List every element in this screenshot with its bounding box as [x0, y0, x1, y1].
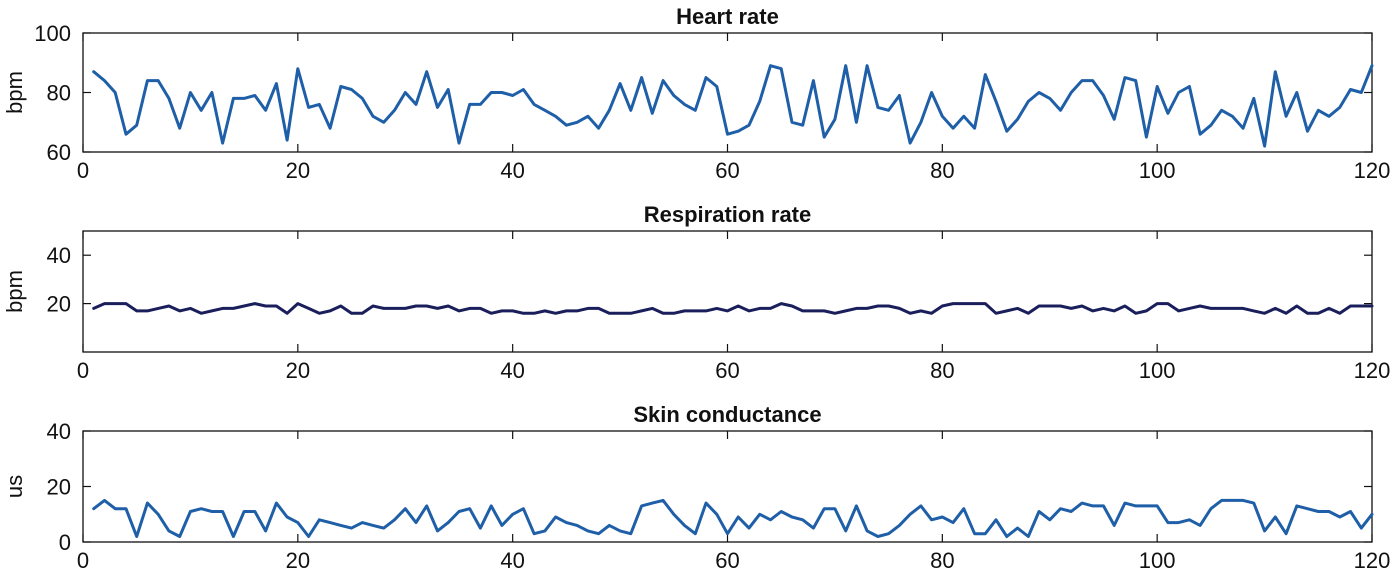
skin-conductance-x-tick-label: 100 [1139, 548, 1176, 573]
skin-conductance-x-tick-label: 120 [1354, 548, 1391, 573]
skin-conductance-y-tick-label: 20 [47, 475, 71, 500]
skin-conductance-y-axis-label: us [2, 475, 27, 498]
skin-conductance-x-tick-label: 20 [286, 548, 310, 573]
respiration-rate-y-tick-label: 20 [47, 292, 71, 317]
respiration-rate-x-tick-label: 20 [286, 358, 310, 383]
heart-rate-x-tick-label: 100 [1139, 158, 1176, 183]
skin-conductance-x-tick-label: 0 [77, 548, 89, 573]
heart-rate-y-tick-label: 80 [47, 81, 71, 106]
respiration-rate-y-axis-label: bpm [2, 270, 27, 313]
respiration-rate-x-tick-label: 60 [715, 358, 739, 383]
respiration-rate-y-tick-label: 40 [47, 243, 71, 268]
heart-rate-series-line [92, 64, 1374, 148]
respiration-rate-axes-box [82, 230, 1373, 353]
heart-rate-x-tick-label: 80 [930, 158, 954, 183]
heart-rate-title: Heart rate [676, 4, 779, 29]
heart-rate-x-tick-label: 0 [77, 158, 89, 183]
skin-conductance-title: Skin conductance [633, 402, 821, 427]
heart-rate-x-tick-label: 40 [500, 158, 524, 183]
respiration-rate-x-tick-label: 80 [930, 358, 954, 383]
heart-rate-x-tick-label: 120 [1354, 158, 1391, 183]
respiration-rate-title: Respiration rate [644, 202, 812, 227]
skin-conductance-x-tick-label: 80 [930, 548, 954, 573]
respiration-rate-panel: Respiration rate bpm 0 20 40 60 80 100 120 20 40 [2, 202, 1390, 383]
heart-rate-x-tick-label: 60 [715, 158, 739, 183]
respiration-rate-x-tick-label: 100 [1139, 358, 1176, 383]
skin-conductance-axes-box [82, 430, 1373, 543]
respiration-rate-x-tick-label: 40 [500, 358, 524, 383]
heart-rate-y-tick-label: 100 [34, 21, 71, 46]
skin-conductance-y-tick-label: 40 [47, 419, 71, 444]
skin-conductance-y-tick-label: 0 [59, 530, 71, 555]
skin-conductance-series-line [92, 498, 1374, 538]
respiration-rate-x-tick-label: 0 [77, 358, 89, 383]
heart-rate-y-tick-label: 60 [47, 140, 71, 165]
respiration-rate-x-tick-label: 120 [1354, 358, 1391, 383]
skin-conductance-x-tick-label: 60 [715, 548, 739, 573]
heart-rate-panel: Heart rate bpm 0 20 40 60 80 100 120 60 80 100 [2, 4, 1390, 183]
skin-conductance-x-tick-label: 40 [500, 548, 524, 573]
heart-rate-y-axis-label: bpm [2, 71, 27, 114]
respiration-rate-series-line [92, 302, 1374, 315]
skin-conductance-panel: Skin conductance us 0 20 40 60 80 100 120 0 20 40 [2, 402, 1390, 573]
heart-rate-x-tick-label: 20 [286, 158, 310, 183]
